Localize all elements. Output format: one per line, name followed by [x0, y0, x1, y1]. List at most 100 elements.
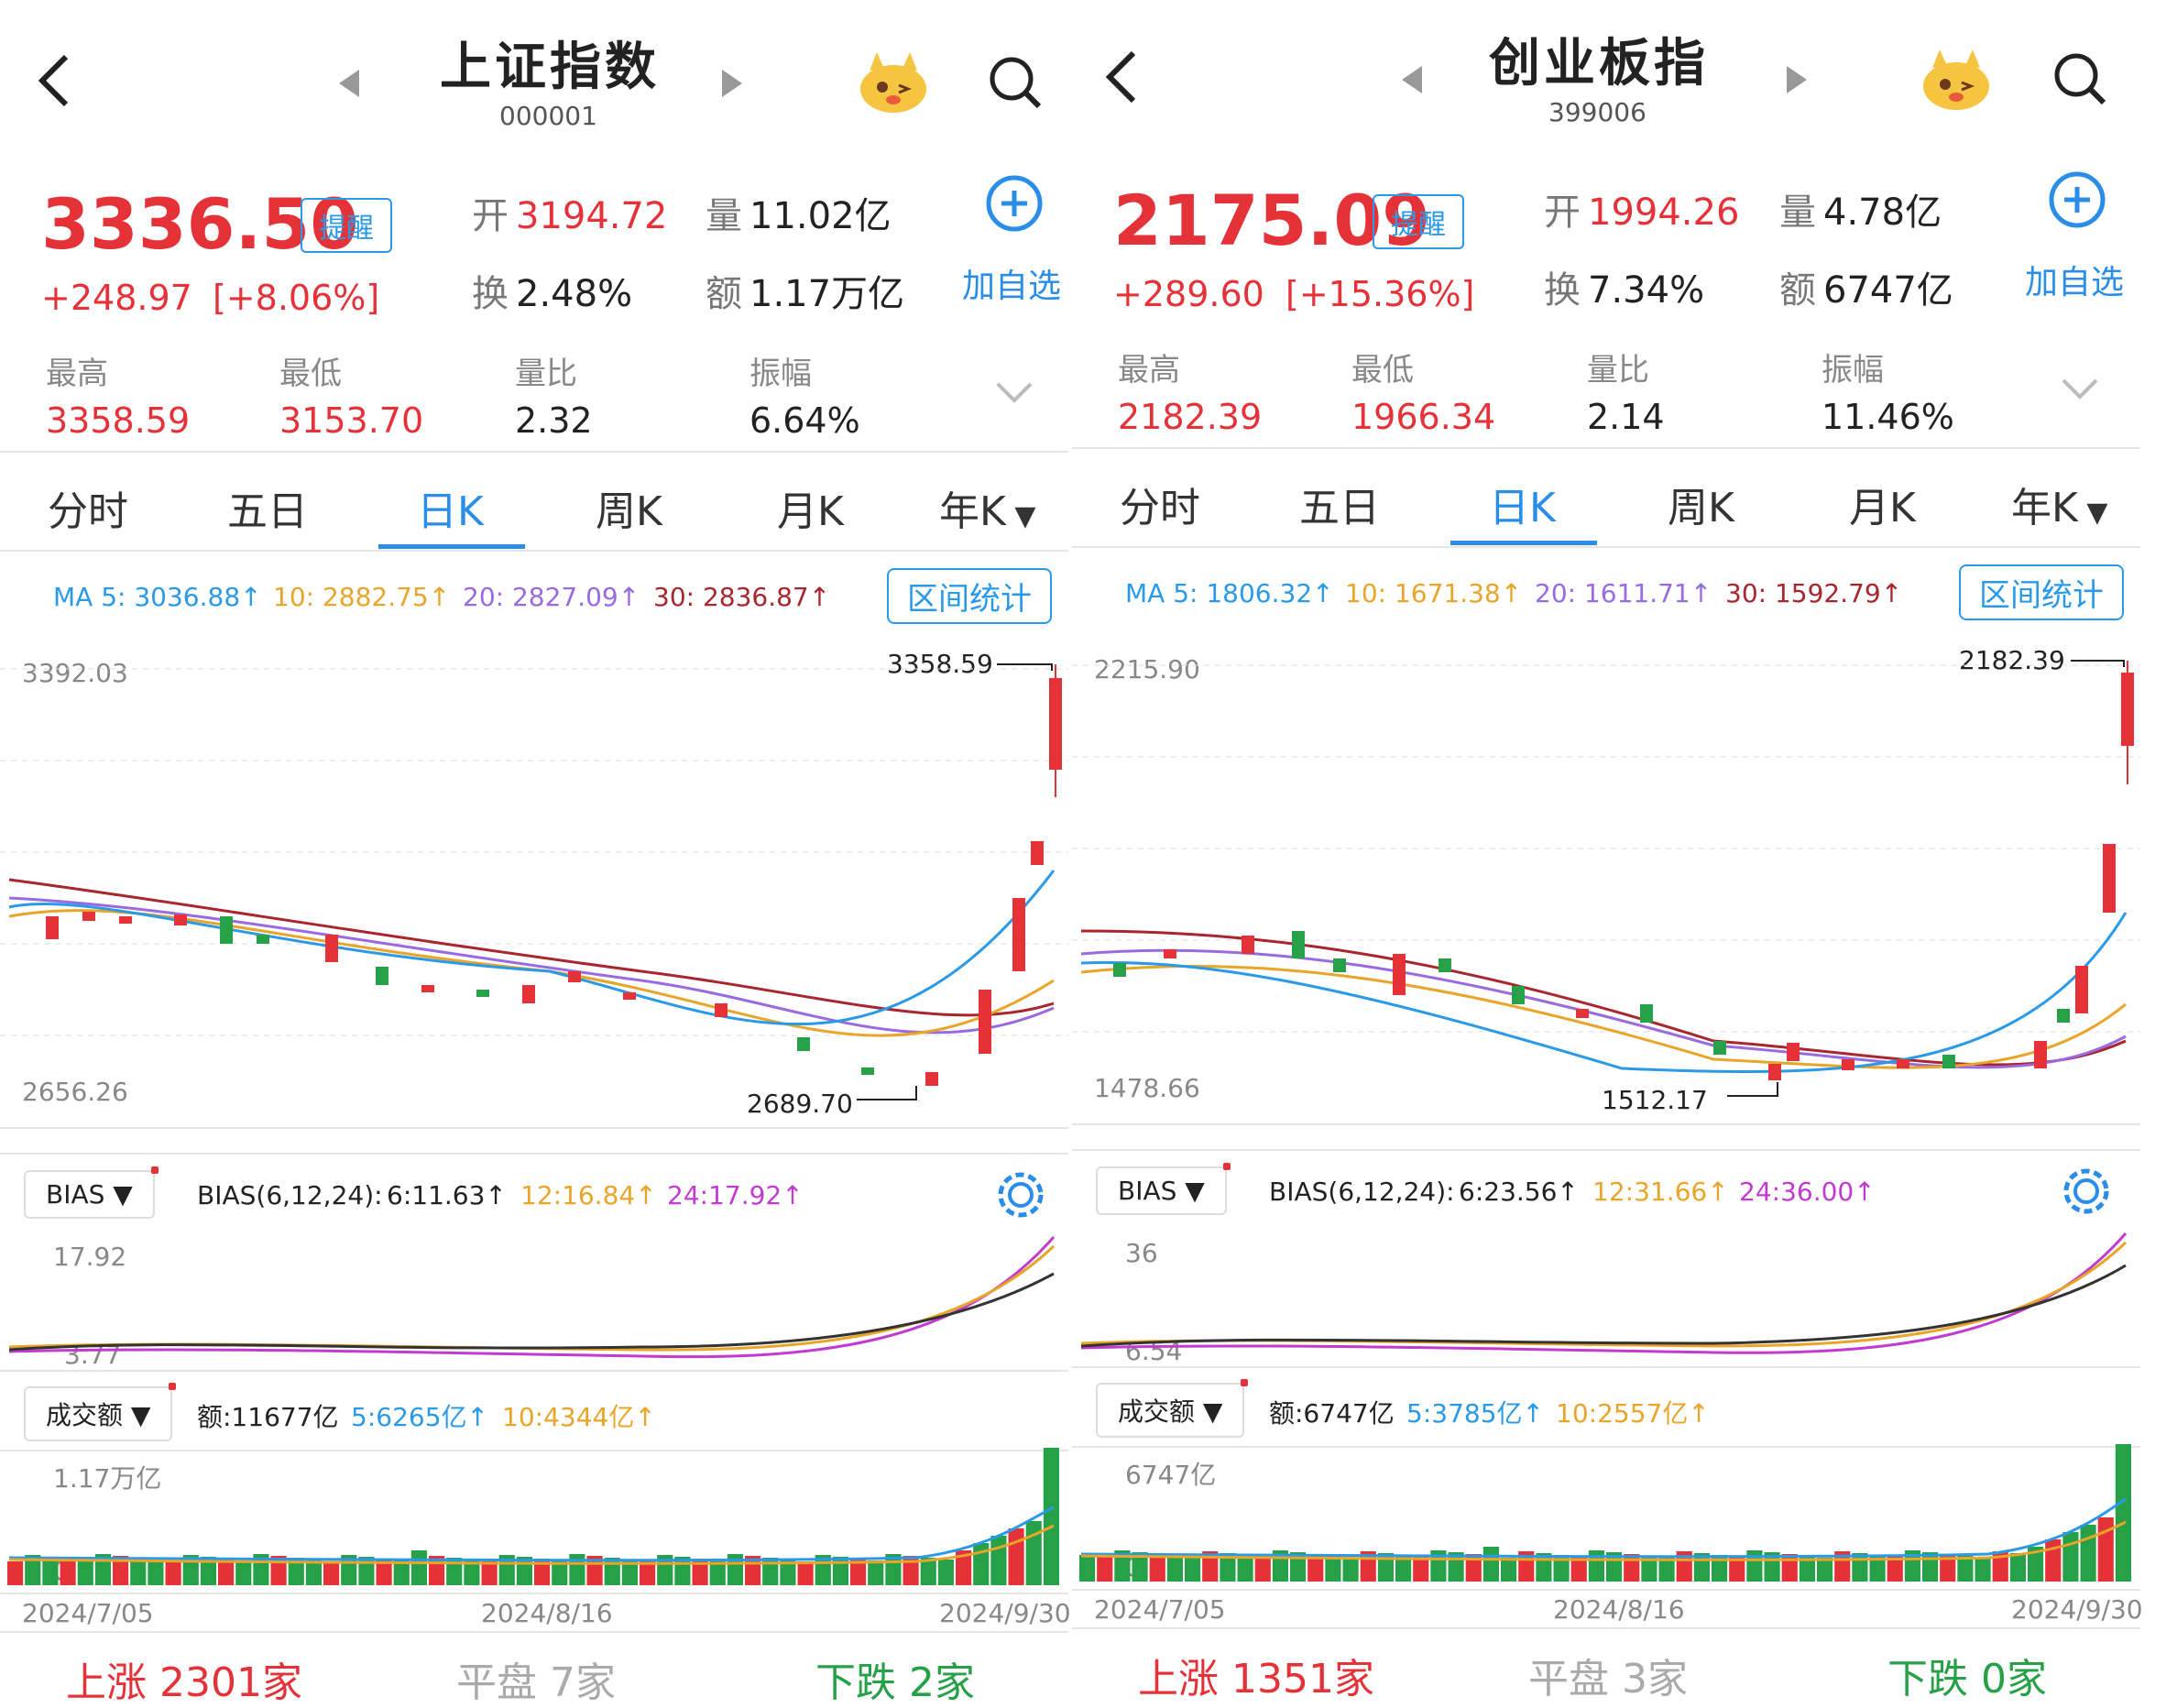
- panel-chinext: 创业板指 399006 2175.09 提醒 +289.60 [+15.36%]…: [1072, 0, 2143, 1703]
- volume-bar: [1025, 1521, 1042, 1585]
- breadth-up[interactable]: 上涨 1351家: [1138, 1656, 1374, 1703]
- volume-bar: [2028, 1547, 2044, 1582]
- tab-intraday[interactable]: 分时: [48, 488, 128, 535]
- tab-intraday[interactable]: 分时: [1120, 485, 1200, 531]
- volume-bar: [1658, 1558, 1675, 1582]
- volume-bar: [1482, 1547, 1499, 1582]
- volume-bar: [534, 1559, 551, 1585]
- volume-bar: [1097, 1557, 1113, 1582]
- prev-index-icon[interactable]: [1402, 66, 1424, 93]
- volume-bar: [1132, 1552, 1148, 1582]
- bias-6-value: 6:11.63↑: [387, 1180, 507, 1210]
- volume-bar: [604, 1558, 620, 1585]
- mascot-icon[interactable]: [1920, 48, 1993, 112]
- back-arrow-icon[interactable]: [1104, 49, 1141, 104]
- volume-bar: [709, 1560, 726, 1585]
- volume-ma10: 10:2557亿↑: [1556, 1398, 1710, 1429]
- bias-chart: [1080, 1232, 2128, 1354]
- volume-bar: [1202, 1551, 1219, 1582]
- tab-daily-k[interactable]: 日K: [417, 488, 484, 535]
- ma30-value: 30: 2836.87↑: [653, 582, 831, 612]
- volume-bar: [2080, 1525, 2096, 1582]
- volume-bar: [410, 1550, 427, 1585]
- search-icon[interactable]: [988, 55, 1043, 110]
- volume-chart: [7, 1448, 1059, 1585]
- volume-bar: [1307, 1554, 1324, 1582]
- bias-title: BIAS(6,12,24):: [197, 1180, 383, 1210]
- volume-bar: [1817, 1558, 1833, 1582]
- volume-ratio-label: 量比: [515, 356, 577, 392]
- breadth-up[interactable]: 上涨 2301家: [66, 1659, 302, 1706]
- kline-chart[interactable]: [1072, 638, 2140, 1123]
- bias-24-value: 24:17.92↑: [667, 1180, 804, 1210]
- remind-button[interactable]: 提醒: [301, 198, 392, 253]
- volume-bar: [692, 1559, 708, 1585]
- bias-select[interactable]: BIAS ▼: [1096, 1163, 1231, 1215]
- high-label: 最高: [1118, 352, 1180, 389]
- tab-monthly-k[interactable]: 月K: [1849, 485, 1916, 531]
- volume-bar: [1975, 1558, 1991, 1582]
- prev-index-icon[interactable]: [339, 70, 361, 97]
- volume-bar: [1641, 1556, 1657, 1582]
- breadth-down[interactable]: 下跌 0家: [1887, 1656, 2047, 1703]
- date-middle: 2024/8/16: [1553, 1594, 1685, 1625]
- add-watchlist-icon[interactable]: [2048, 170, 2106, 229]
- bias-select[interactable]: BIAS ▼: [24, 1166, 159, 1219]
- volume-amount: 额:11677亿: [197, 1402, 339, 1432]
- breadth-down[interactable]: 下跌 2家: [815, 1659, 975, 1706]
- tab-daily-k[interactable]: 日K: [1489, 485, 1556, 531]
- remind-button[interactable]: 提醒: [1373, 194, 1464, 249]
- volume-bar: [42, 1557, 59, 1585]
- tab-yearly-k[interactable]: 年K ▼: [2011, 485, 2108, 531]
- bias-24-value: 24:36.00↑: [1739, 1177, 1876, 1207]
- ma10-value: 10: 1671.38↑: [1345, 578, 1523, 608]
- kline-axis-top: 2215.90: [1094, 654, 1200, 684]
- volume-select[interactable]: 成交额 ▼: [1096, 1379, 1249, 1438]
- next-index-icon[interactable]: [1785, 66, 1807, 93]
- volume-bar: [903, 1556, 919, 1585]
- range-stats-button[interactable]: 区间统计: [887, 568, 1052, 624]
- volume-bar: [569, 1554, 585, 1585]
- settings-gear-icon[interactable]: [2060, 1165, 2113, 1218]
- turnover-rate: 换 2.48%: [472, 273, 633, 315]
- volume-bar: [60, 1559, 76, 1585]
- price-change: +248.97: [41, 278, 192, 318]
- volume-bar: [990, 1536, 1007, 1585]
- breadth-flat[interactable]: 平盘 3家: [1528, 1656, 1688, 1703]
- volume-select[interactable]: 成交额 ▼: [24, 1383, 177, 1441]
- tab-yearly-k[interactable]: 年K ▼: [939, 488, 1036, 535]
- tab-weekly-k[interactable]: 周K: [1668, 485, 1734, 531]
- back-arrow-icon[interactable]: [37, 53, 73, 108]
- volume-bar: [77, 1560, 93, 1585]
- add-watchlist-label[interactable]: 加自选: [962, 268, 1062, 305]
- add-watchlist-icon[interactable]: [985, 174, 1044, 233]
- ma5-value: MA 5: 3036.88↑: [53, 582, 262, 612]
- volume-bar: [200, 1557, 216, 1585]
- volume-bar: [1940, 1554, 1956, 1582]
- kline-axis-bottom: 2656.26: [22, 1077, 128, 1107]
- range-stats-button[interactable]: 区间统计: [1959, 564, 2124, 620]
- kline-chart[interactable]: [0, 641, 1068, 1127]
- settings-gear-icon[interactable]: [994, 1168, 1047, 1221]
- volume-bar: [2097, 1517, 2114, 1582]
- ma5-value: MA 5: 1806.32↑: [1125, 578, 1334, 608]
- volume-bar: [552, 1560, 568, 1585]
- mascot-icon[interactable]: [857, 50, 930, 115]
- search-icon[interactable]: [2052, 51, 2107, 106]
- amplitude-label: 振幅: [1821, 352, 1884, 389]
- volume-bar: [1588, 1550, 1604, 1582]
- expand-chevron-icon[interactable]: [994, 380, 1034, 406]
- add-watchlist-label[interactable]: 加自选: [2025, 264, 2125, 301]
- tab-monthly-k[interactable]: 月K: [777, 488, 844, 535]
- tab-five-day[interactable]: 五日: [227, 488, 308, 535]
- expand-chevron-icon[interactable]: [2060, 377, 2100, 402]
- next-index-icon[interactable]: [720, 70, 742, 97]
- tab-weekly-k[interactable]: 周K: [596, 488, 662, 535]
- bias-12-value: 12:31.66↑: [1592, 1177, 1729, 1207]
- tab-five-day[interactable]: 五日: [1299, 485, 1380, 531]
- volume-bar: [1957, 1556, 1974, 1582]
- low-label: 最低: [279, 356, 342, 392]
- breadth-flat[interactable]: 平盘 7家: [456, 1659, 616, 1706]
- volume-ma5: 5:6265亿↑: [351, 1402, 488, 1432]
- date-end: 2024/9/30: [2011, 1594, 2143, 1625]
